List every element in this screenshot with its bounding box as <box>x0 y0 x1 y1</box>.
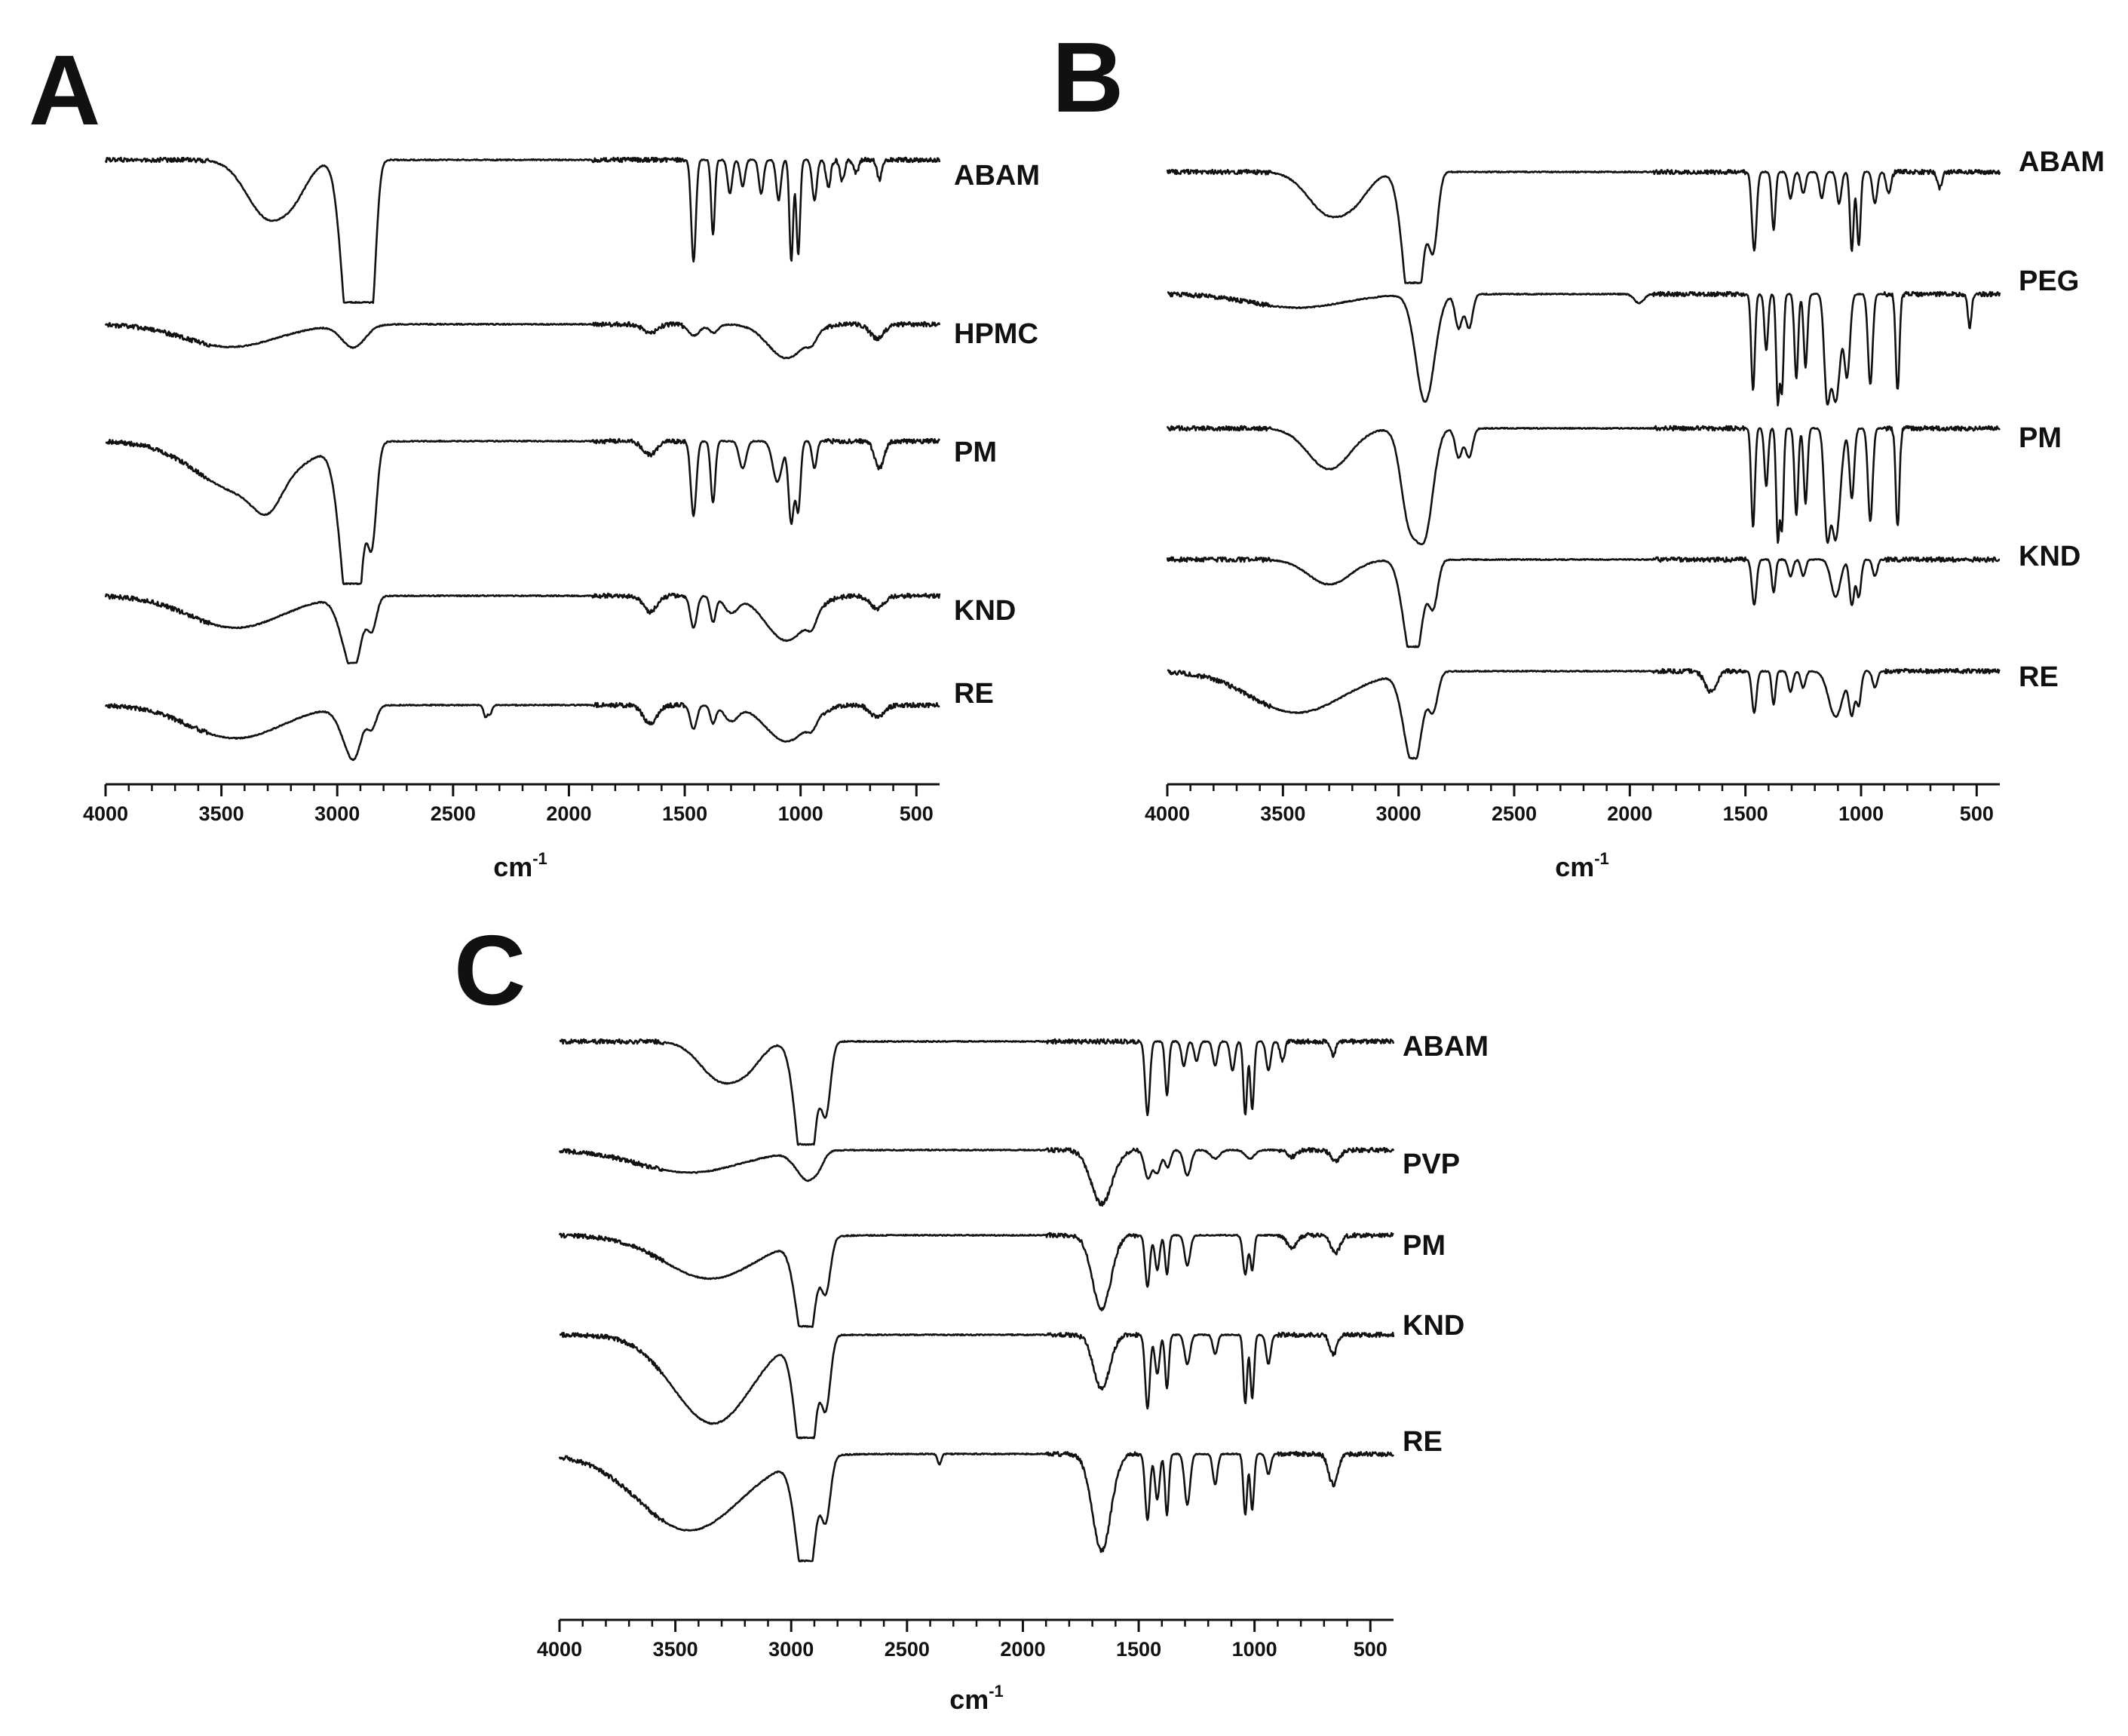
panel-a-x-axis-title: cm-1 <box>493 849 547 882</box>
series-label-peg: PEG <box>2019 265 2079 297</box>
panel-letter-a: A <box>29 35 100 146</box>
spectrum-knd <box>559 1331 1395 1440</box>
panel-c: C ABAM PVP PM KND RE 4000 3500 3000 2500 2000 150… <box>454 915 1489 1715</box>
x-tick-label: 2000 <box>1607 802 1652 825</box>
x-tick-label: 2500 <box>431 802 476 825</box>
spectrum-peg <box>1167 290 2001 407</box>
spectrum-pm <box>1166 425 2001 546</box>
spectrum-pm <box>558 1231 1394 1328</box>
x-tick-label: 2500 <box>885 1638 930 1661</box>
series-label-re: RE <box>2019 661 2059 693</box>
panel-b-spectra: ABAM PEG PM KND RE <box>1166 146 2105 760</box>
x-tick-label: 500 <box>1960 802 1994 825</box>
series-label-knd: KND <box>2019 541 2080 572</box>
spectrum-abam <box>104 156 941 305</box>
x-tick-label: 3500 <box>653 1638 698 1661</box>
x-tick-label: 3500 <box>1260 802 1305 825</box>
panel-c-x-axis-title: cm-1 <box>949 1682 1004 1715</box>
x-tick-label: 500 <box>1354 1638 1387 1661</box>
series-label-hpmc: HPMC <box>954 318 1038 350</box>
spectrum-knd <box>1166 556 2001 649</box>
spectrum-re <box>558 1450 1395 1563</box>
spectrum-knd <box>104 592 941 665</box>
panel-a: A ABAM HPMC PM KND RE 4000 3500 3000 2500 2000 15… <box>29 35 1040 882</box>
x-tick-label: 500 <box>900 802 934 825</box>
x-tick-label: 3000 <box>1376 802 1421 825</box>
series-label-pm: PM <box>1403 1230 1446 1262</box>
x-tick-label: 1500 <box>1723 802 1768 825</box>
spectrum-abam <box>559 1038 1395 1146</box>
panel-a-spectra: ABAM HPMC PM KND RE <box>104 156 1040 762</box>
series-label-knd: KND <box>1403 1310 1464 1342</box>
panel-b-x-axis-title: cm-1 <box>1555 849 1609 882</box>
x-tick-label: 1000 <box>1838 802 1884 825</box>
panel-letter-c: C <box>454 915 526 1026</box>
spectrum-pm <box>105 437 941 586</box>
x-tick-label: 2500 <box>1492 802 1537 825</box>
series-label-abam: ABAM <box>2019 146 2105 178</box>
x-tick-label: 1500 <box>1116 1638 1161 1661</box>
spectrum-pvp <box>558 1146 1395 1207</box>
series-label-abam: ABAM <box>1403 1031 1489 1063</box>
x-tick-label: 1000 <box>778 802 823 825</box>
series-label-pm: PM <box>2019 422 2062 454</box>
series-label-abam: ABAM <box>954 160 1040 192</box>
x-tick-label: 1500 <box>662 802 707 825</box>
x-tick-label: 3000 <box>314 802 360 825</box>
spectrum-re <box>104 701 940 762</box>
x-tick-label: 3000 <box>768 1638 814 1661</box>
panel-letter-b: B <box>1052 22 1124 133</box>
x-tick-label: 2000 <box>546 802 591 825</box>
panel-c-x-axis: 4000 3500 3000 2500 2000 1500 1000 500 <box>537 1618 1394 1661</box>
series-label-pvp: PVP <box>1403 1149 1460 1180</box>
spectrum-abam <box>1166 168 2001 285</box>
series-label-pm: PM <box>954 437 997 468</box>
spectrum-re <box>1167 667 2001 760</box>
panel-b-x-axis: 4000 3500 3000 2500 2000 1500 1000 500 <box>1145 783 2000 825</box>
x-tick-label: 4000 <box>83 802 128 825</box>
series-label-knd: KND <box>954 595 1016 627</box>
x-tick-label: 3500 <box>199 802 244 825</box>
panel-b: B ABAM PEG PM KND RE 4000 3500 3000 2500 2000 150… <box>1052 22 2105 882</box>
x-tick-label: 4000 <box>537 1638 582 1661</box>
x-tick-label: 1000 <box>1232 1638 1277 1661</box>
series-label-re: RE <box>1403 1426 1443 1458</box>
panel-c-spectra: ABAM PVP PM KND RE <box>558 1031 1489 1563</box>
series-label-re: RE <box>954 678 994 710</box>
panel-a-x-axis: 4000 3500 3000 2500 2000 1500 1000 500 <box>83 783 940 825</box>
x-tick-label: 4000 <box>1145 802 1190 825</box>
x-tick-label: 2000 <box>1000 1638 1045 1661</box>
spectrum-hpmc <box>104 321 941 360</box>
